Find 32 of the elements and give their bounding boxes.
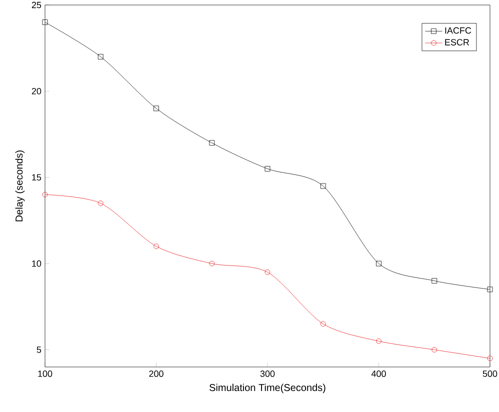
point <box>320 183 326 189</box>
point <box>320 321 326 327</box>
y-tick-label: 25 <box>32 2 42 8</box>
point <box>487 286 493 292</box>
point <box>376 260 382 266</box>
y-axis-title: Delay (seconds) <box>15 150 25 222</box>
x-tick-label: 200 <box>149 370 164 377</box>
point <box>487 356 493 362</box>
x-tick-label: 100 <box>38 370 52 377</box>
point <box>42 20 48 25</box>
point <box>432 347 438 352</box>
y-tick-label: 20 <box>32 88 42 94</box>
point <box>376 338 382 344</box>
y-tick-label: 15 <box>32 174 42 181</box>
legend-label: IACFC <box>445 27 472 34</box>
x-axis-title: Simulation Time(Seconds) <box>210 384 326 394</box>
point <box>432 278 438 284</box>
x-tick-label: 300 <box>260 370 275 377</box>
point <box>42 192 48 198</box>
y-tick-label: 10 <box>32 260 42 267</box>
point <box>154 106 159 112</box>
point <box>209 140 215 146</box>
point <box>98 200 104 206</box>
point <box>154 244 159 250</box>
point <box>209 260 215 266</box>
x-tick-label: 500 <box>482 370 498 377</box>
point <box>98 54 104 60</box>
y-tick-label: 5 <box>36 346 42 353</box>
legend-label: ESCR <box>445 39 470 46</box>
point <box>264 166 270 172</box>
x-tick-label: 400 <box>371 370 386 377</box>
point <box>264 269 270 275</box>
